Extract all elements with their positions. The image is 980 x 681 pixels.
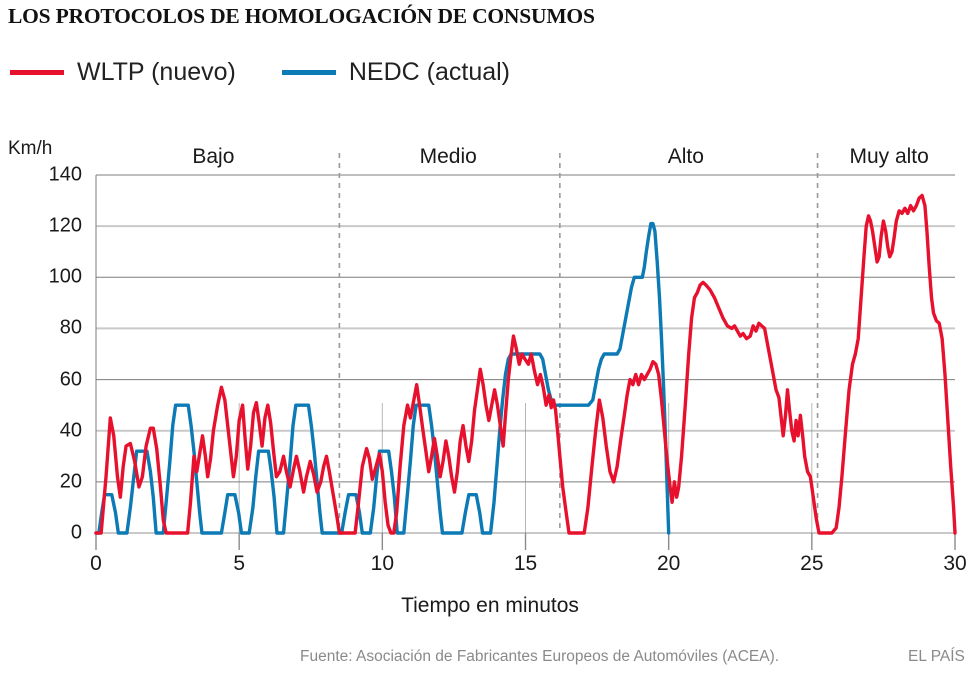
x-tick-label-15: 15	[513, 552, 538, 575]
x-tick-label-25: 25	[800, 552, 824, 575]
legend-swatch-wltp	[10, 70, 64, 75]
x-tick-label-10: 10	[370, 552, 395, 575]
x-tick-label-30: 30	[943, 552, 967, 575]
y-tick-label-100: 100	[48, 265, 82, 288]
source-note: Fuente: Asociación de Fabricantes Europe…	[300, 648, 780, 665]
series-line-nedc	[94, 221, 671, 535]
y-tick-label-140: 140	[48, 163, 82, 186]
y-tick-label-60: 60	[59, 368, 82, 391]
legend-label-wltp: WLTP (nuevo)	[77, 58, 236, 86]
page-title: LOS PROTOCOLOS DE HOMOLOGACIÓN DE CONSUM…	[8, 4, 595, 28]
y-tick-label-40: 40	[59, 419, 82, 442]
y-tick-label-0: 0	[70, 521, 82, 544]
x-tick-label-20: 20	[656, 552, 681, 575]
phase-label-bajo: Bajo	[192, 145, 235, 168]
y-tick-label-120: 120	[48, 214, 82, 237]
y-axis-unit-label: Km/h	[8, 138, 53, 159]
chart-legend: WLTP (nuevo) NEDC (actual)	[10, 60, 510, 85]
x-tick-label-0: 0	[90, 552, 102, 575]
x-axis-title: Tiempo en minutos	[401, 594, 579, 617]
phase-label-medio: Medio	[419, 145, 477, 168]
x-tick-label-5: 5	[233, 552, 245, 575]
y-tick-label-80: 80	[59, 316, 82, 339]
phase-label-muy-alto: Muy alto	[849, 145, 929, 168]
series-line-wltp	[94, 193, 957, 535]
legend-swatch-nedc	[281, 70, 336, 75]
legend-item-wltp: WLTP (nuevo)	[10, 60, 236, 85]
y-tick-label-20: 20	[59, 470, 82, 493]
brand-label: EL PAÍS	[908, 648, 965, 665]
phase-label-alto: Alto	[667, 145, 704, 168]
legend-item-nedc: NEDC (actual)	[281, 58, 511, 86]
legend-label-nedc: NEDC (actual)	[348, 58, 511, 86]
